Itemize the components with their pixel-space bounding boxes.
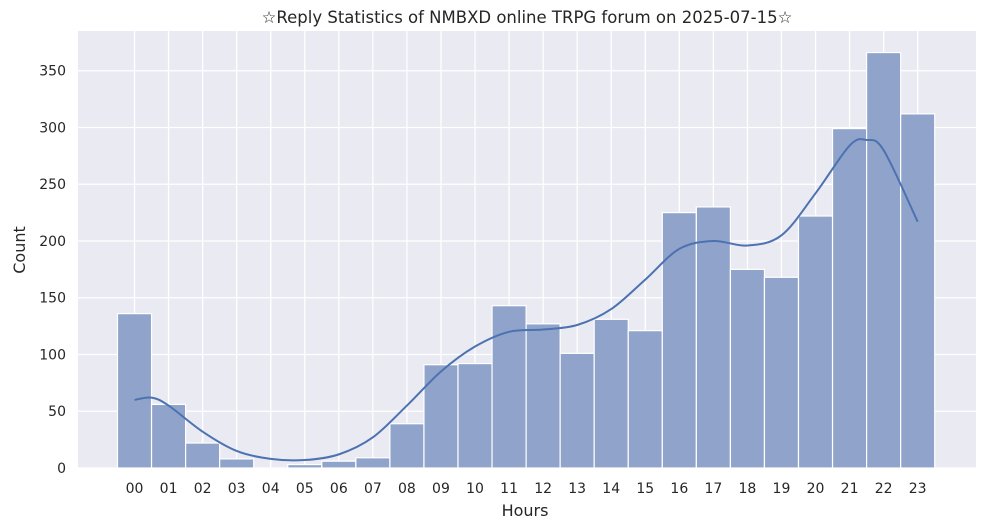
histogram-bar-10	[457, 362, 493, 469]
histogram-bar-16	[661, 212, 697, 469]
y-tick-label: 150	[39, 291, 66, 307]
kde-density-curve	[134, 138, 919, 462]
x-axis-ticks: 00 01 02 03 04 05 06 07 08 09 10 11 12 13 14 15 16 17 18 19…	[126, 481, 927, 497]
y-tick-label: 200	[39, 234, 66, 250]
x-tick-label-00: 00	[126, 481, 144, 497]
histogram-bar-03	[219, 458, 255, 469]
x-tick-label-23: 23	[909, 481, 927, 497]
x-tick-label-08: 08	[398, 481, 416, 497]
x-tick-label-15: 15	[636, 481, 654, 497]
x-tick-label-13: 13	[568, 481, 586, 497]
histogram-bar-13	[559, 352, 595, 469]
x-tick-label-12: 12	[534, 481, 552, 497]
x-tick-label-11: 11	[500, 481, 518, 497]
histogram-bar-07	[355, 457, 391, 469]
y-tick-label: 350	[39, 64, 66, 80]
x-tick-label-22: 22	[875, 481, 893, 497]
x-tick-label-04: 04	[262, 481, 280, 497]
histogram-bar-09	[423, 364, 459, 469]
x-tick-label-01: 01	[160, 481, 178, 497]
histogram-bar-15	[627, 330, 663, 469]
x-tick-label-05: 05	[296, 481, 314, 497]
histogram-bar-23	[900, 113, 936, 469]
x-tick-label-17: 17	[704, 481, 722, 497]
histogram-bar-21	[831, 128, 868, 469]
y-tick-label: 0	[57, 461, 66, 477]
x-tick-label-10: 10	[466, 481, 484, 497]
y-axis-ticks: 0 50 100 150 200 250 300 350	[39, 64, 66, 477]
histogram-bar-17	[695, 206, 731, 469]
histogram-bar-02	[185, 442, 221, 469]
histogram-bar-18	[729, 268, 766, 469]
y-tick-label: 250	[39, 177, 66, 193]
y-tick-label: 300	[39, 120, 66, 136]
histogram-bar-20	[797, 215, 834, 469]
x-tick-label-02: 02	[194, 481, 212, 497]
x-axis-title: Hours	[502, 501, 549, 520]
x-tick-label-18: 18	[739, 481, 757, 497]
histogram-bar-06	[321, 460, 357, 469]
y-axis-title: Count	[10, 226, 29, 274]
histogram-bar-22	[865, 51, 902, 469]
x-tick-label-19: 19	[773, 481, 791, 497]
histogram-bar-00	[116, 313, 153, 469]
y-tick-label: 50	[48, 404, 66, 420]
histogram-bar-05	[287, 463, 323, 469]
x-tick-label-09: 09	[432, 481, 450, 497]
x-tick-label-16: 16	[670, 481, 688, 497]
histogram-bar-08	[389, 423, 425, 469]
histogram-bar-19	[763, 276, 800, 469]
chart-title: ☆Reply Statistics of NMBXD online TRPG f…	[262, 8, 793, 27]
x-tick-label-20: 20	[807, 481, 825, 497]
x-tick-label-03: 03	[228, 481, 246, 497]
histogram-bar-01	[150, 403, 187, 469]
x-tick-label-07: 07	[364, 481, 382, 497]
x-tick-label-14: 14	[602, 481, 620, 497]
x-tick-label-06: 06	[330, 481, 348, 497]
histogram-bar-12	[525, 323, 561, 469]
histogram-bars	[116, 51, 936, 469]
histogram-bar-14	[593, 318, 629, 469]
x-tick-label-21: 21	[841, 481, 859, 497]
y-tick-label: 100	[39, 347, 66, 363]
